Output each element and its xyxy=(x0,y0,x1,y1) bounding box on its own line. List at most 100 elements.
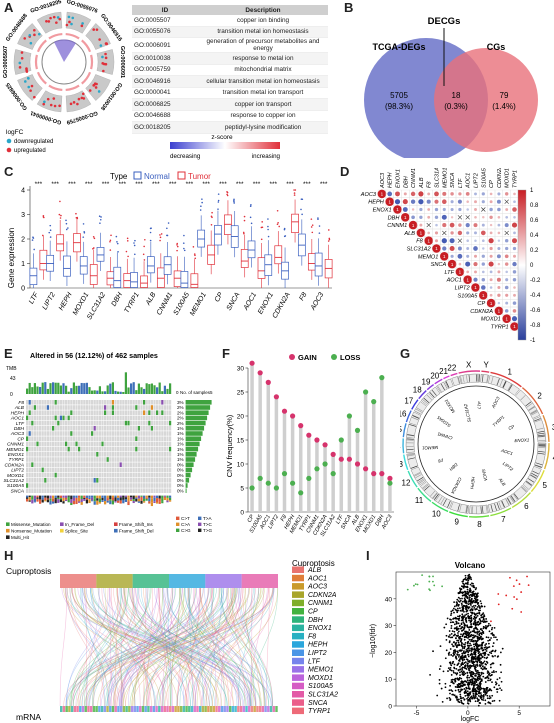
oncoprint-cell xyxy=(117,478,120,483)
oncoprint-cell xyxy=(161,410,164,415)
volcano-point xyxy=(465,594,468,597)
oncoprint-cell xyxy=(67,441,70,447)
oncoprint-cell xyxy=(33,441,36,447)
oncoprint-cell xyxy=(163,478,166,483)
volcano-point xyxy=(466,666,469,668)
oncoprint-cell xyxy=(96,446,99,452)
corr-circle xyxy=(511,316,518,322)
snv-class-bar xyxy=(130,497,133,500)
volcano-point xyxy=(467,640,470,643)
volcano-point xyxy=(466,674,469,677)
volcano-point xyxy=(458,587,461,590)
volcano-point xyxy=(474,690,477,693)
volcano-point xyxy=(463,585,465,588)
oncoprint-cell xyxy=(36,420,39,426)
box-outlier xyxy=(310,226,313,228)
volcano-point xyxy=(440,687,443,690)
cytoband-stripe xyxy=(536,427,544,430)
volcano-point xyxy=(445,623,448,626)
volcano-point xyxy=(476,602,479,605)
cytoband-stripe xyxy=(510,495,516,502)
cytoband-stripe xyxy=(432,492,438,499)
oncoprint-cell xyxy=(158,467,161,473)
volcano-point xyxy=(465,650,467,653)
oncoprint-cell xyxy=(96,441,99,447)
sankey-bottom-node xyxy=(188,706,191,712)
corr-circle xyxy=(504,262,509,266)
volcano-point xyxy=(455,620,458,623)
corr-diagonal-circle xyxy=(416,228,426,238)
volcano-point xyxy=(487,671,490,674)
volcano-point xyxy=(470,647,473,650)
volcano-point xyxy=(484,626,486,629)
volcano-point xyxy=(475,670,478,673)
snv-class-bar xyxy=(83,495,86,498)
oncoprint-cell xyxy=(101,426,104,431)
corr-circle xyxy=(489,246,493,251)
oncoprint-cell xyxy=(26,405,29,410)
colorbar-tick: 0.4 xyxy=(530,233,539,239)
volcano-point xyxy=(473,696,476,698)
cnv-ytick: 5 xyxy=(240,486,244,493)
sankey-flow xyxy=(85,587,245,707)
corr-row-label: MEMO1 xyxy=(418,254,439,260)
oncoprint-cell xyxy=(85,431,88,436)
volcano-point xyxy=(487,636,490,639)
sankey-bottom-node xyxy=(198,706,202,712)
oncoprint-cell xyxy=(140,467,143,473)
box-tumor xyxy=(190,273,199,288)
oncoprint-cell xyxy=(28,483,31,488)
corr-circle xyxy=(442,191,447,196)
oncoprint-cell xyxy=(54,405,57,410)
oncoprint-cell xyxy=(31,457,34,462)
boxplot-category-label: F8 xyxy=(298,291,308,302)
cytoband-stripe xyxy=(406,438,414,440)
volcano-point xyxy=(458,701,461,704)
oncoprint-cell xyxy=(39,446,42,452)
volcano-point xyxy=(473,697,476,700)
snv-class-bar xyxy=(80,495,83,499)
volcano-point xyxy=(452,671,455,674)
venn-title: DECGs xyxy=(428,16,461,27)
volcano-point xyxy=(491,694,494,697)
volcano-point xyxy=(462,615,464,618)
volcano-point xyxy=(459,665,461,668)
oncoprint-cell xyxy=(78,431,81,436)
volcano-point xyxy=(471,655,473,658)
oncoprint-cell xyxy=(124,483,127,488)
oncoprint-cell xyxy=(132,462,135,467)
oncoprint-cell xyxy=(41,488,44,493)
oncoprint-cell xyxy=(70,426,73,431)
sankey-bottom-node xyxy=(267,706,270,712)
oncoprint-cell xyxy=(49,488,52,493)
chromosome-label: 17 xyxy=(404,397,413,406)
sankey-flow xyxy=(194,587,242,707)
sankey-legend-swatch xyxy=(292,682,304,690)
corr-diagonal-circle xyxy=(432,244,441,253)
volcano-point xyxy=(493,627,496,629)
oncoprint-cell xyxy=(109,478,112,483)
cytoband-stripe xyxy=(407,453,415,456)
volcano-point xyxy=(455,634,458,637)
corr-nonsig-mark xyxy=(426,222,431,228)
corr-circle xyxy=(427,231,431,235)
oncoprint-cell xyxy=(75,457,78,462)
oncoprint-cell xyxy=(93,462,96,467)
corr-row-label: AOC3 xyxy=(360,192,377,198)
oncoprint-cell xyxy=(104,405,107,410)
snv-class-bar xyxy=(78,501,81,503)
box-outlier xyxy=(166,234,168,237)
volcano-point xyxy=(453,653,455,656)
sankey-bottom-node xyxy=(155,706,158,712)
box-outlier xyxy=(116,241,118,243)
oncoprint-cell xyxy=(54,410,57,415)
oncoprint-cell xyxy=(117,452,120,457)
volcano-point xyxy=(456,672,459,675)
volcano-point xyxy=(480,646,483,649)
sankey-flow xyxy=(118,587,183,707)
oncoprint-cell xyxy=(67,478,70,483)
oncoprint-cell xyxy=(101,446,104,452)
oncoprint-cell xyxy=(36,446,39,452)
oncoprint-cell xyxy=(156,431,159,436)
go-id-cell: GO:0010038 xyxy=(132,52,198,65)
